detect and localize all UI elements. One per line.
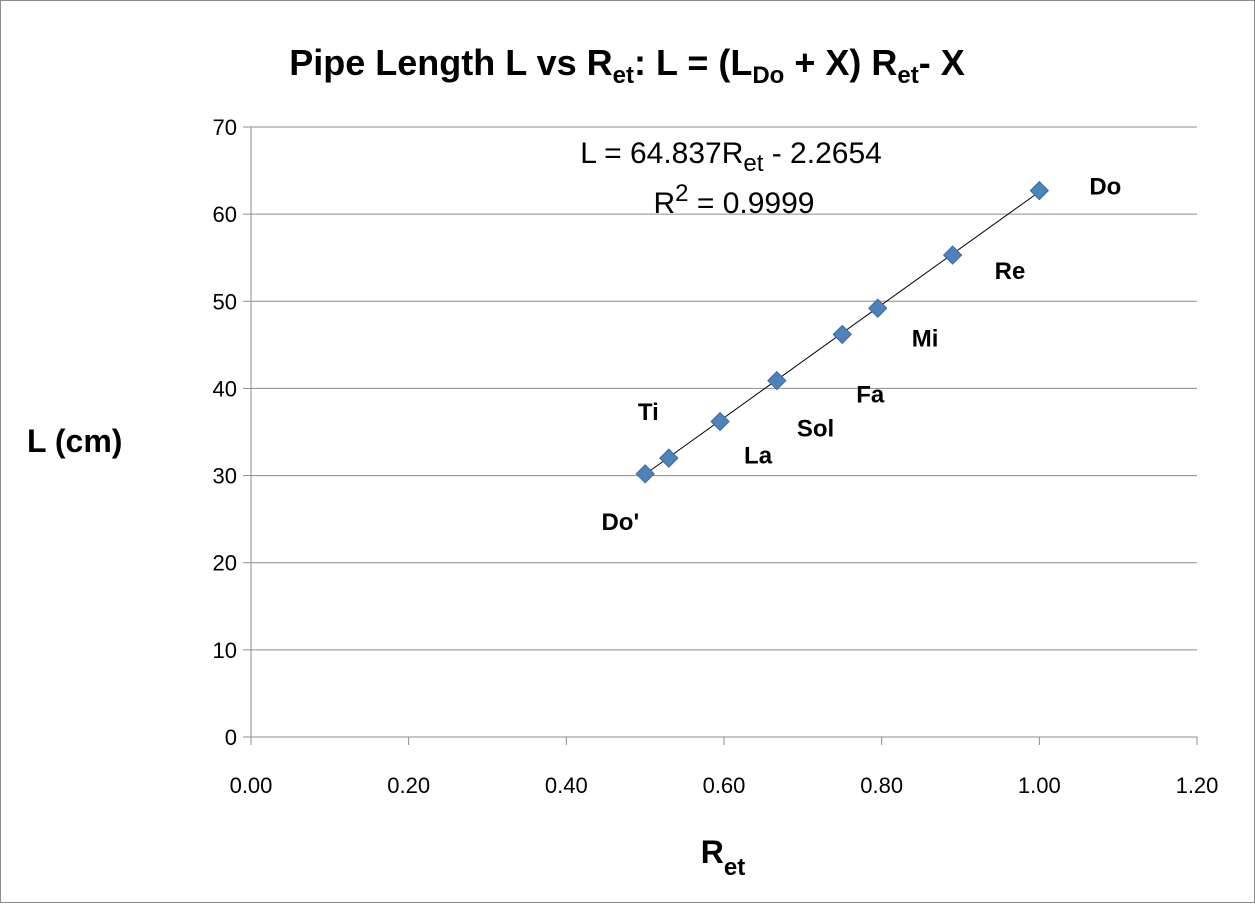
y-tick-label: 40 <box>213 376 237 401</box>
y-tick-labels: 0 10 20 30 40 50 60 70 <box>213 115 237 750</box>
y-tick-label: 30 <box>213 464 237 489</box>
x-tick-label: 1.20 <box>1176 773 1219 798</box>
point-label: Mi <box>912 325 939 352</box>
data-point-marker <box>711 413 729 431</box>
data-point-marker <box>869 299 887 317</box>
y-tick-label: 10 <box>213 638 237 663</box>
y-tick-label: 20 <box>213 551 237 576</box>
point-label: Fa <box>856 381 885 408</box>
x-tick-label: 0.20 <box>387 773 430 798</box>
title-subscript: Do <box>752 62 784 89</box>
point-label: Do <box>1089 174 1121 201</box>
point-labels: Do' Ti La Sol Fa Mi Re Do <box>601 174 1121 536</box>
point-label: Ti <box>638 399 659 426</box>
title-subscript: et <box>613 62 634 89</box>
trendline-equation: L = 64.837Ret - 2.2654 <box>580 137 882 177</box>
data-point-marker <box>1030 182 1048 200</box>
x-tick-label: 0.80 <box>860 773 903 798</box>
x-tick-label: 0.60 <box>703 773 746 798</box>
data-point-marker <box>660 449 678 467</box>
point-label: La <box>744 443 773 470</box>
y-tick-label: 50 <box>213 289 237 314</box>
point-label: Sol <box>797 416 834 443</box>
data-markers <box>636 182 1048 483</box>
y-axis-title: L (cm) <box>27 423 122 459</box>
chart-title: Pipe Length L vs Ret: L = (LDo + X) Ret-… <box>289 42 964 89</box>
data-point-marker <box>768 372 786 390</box>
y-tick-label: 70 <box>213 115 237 140</box>
point-label: Do' <box>601 509 639 536</box>
x-axis-title: Ret <box>701 834 745 881</box>
x-tick-label: 0.00 <box>230 773 273 798</box>
y-tick-label: 0 <box>225 725 237 750</box>
point-label: Re <box>995 258 1026 285</box>
title-subscript: et <box>897 62 918 89</box>
x-tick-labels: 0.00 0.20 0.40 0.60 0.80 1.00 1.20 <box>230 773 1219 798</box>
x-tick-label: 1.00 <box>1018 773 1061 798</box>
y-tick-label: 60 <box>213 202 237 227</box>
x-tick-label: 0.40 <box>545 773 588 798</box>
data-point-marker <box>636 465 654 483</box>
